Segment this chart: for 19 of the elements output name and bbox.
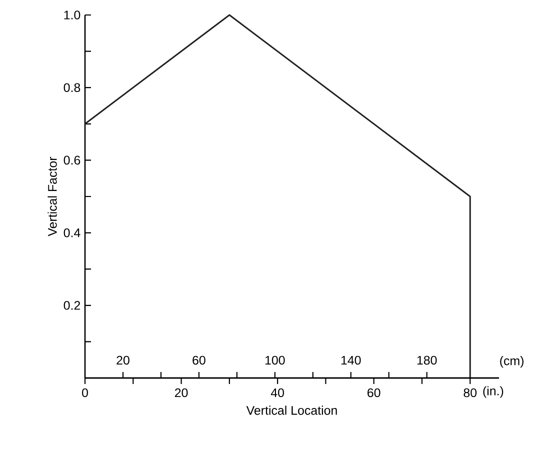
- y-tick-label: 0.8: [64, 83, 80, 92]
- x-tick-label: 40: [270, 388, 284, 398]
- y-tick-label: 0.4: [64, 228, 80, 238]
- x2-tick-label: 100: [265, 356, 285, 365]
- x-tick-label: 0: [82, 388, 88, 398]
- y-tick-label: 1.0: [64, 10, 80, 20]
- x-axis-title: Vertical Location: [246, 406, 337, 415]
- text: (in.): [483, 386, 504, 398]
- x2-tick-label: 140: [341, 356, 361, 365]
- x-tick-label: 20: [174, 388, 188, 398]
- y-tick-label: 0.6: [64, 156, 80, 165]
- x-tick-label: 80: [464, 388, 477, 398]
- x-tick-label: 60: [368, 388, 380, 398]
- y-tick-label: 0.2: [64, 301, 80, 310]
- x2-axis-title: (cm): [500, 356, 524, 368]
- x2-tick-label: 180: [417, 356, 437, 365]
- x2-tick-label: 20: [116, 356, 130, 365]
- y-axis-title: Vertical Factor: [48, 156, 57, 236]
- x2-tick-label: 60: [192, 356, 206, 365]
